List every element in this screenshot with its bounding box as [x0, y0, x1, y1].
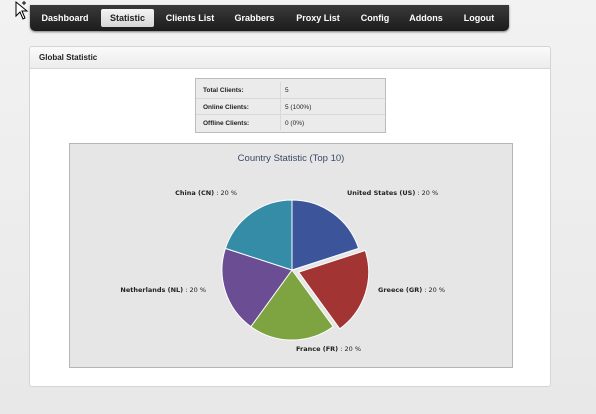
- nav-clients-list[interactable]: Clients List: [165, 13, 215, 23]
- pie-label: Greece (GR) : 20 %: [378, 286, 445, 294]
- pie-chart: United States (US) : 20 % Greece (GR) : 2…: [120, 189, 445, 353]
- chart-title: Country Statistic (Top 10): [237, 153, 345, 164]
- panel-title: Global Statistic: [30, 47, 550, 69]
- pie-label: Netherlands (NL) : 20 %: [120, 286, 206, 294]
- stat-label: Offline Clients:: [203, 120, 250, 127]
- nav-dashboard[interactable]: Dashboard: [41, 13, 89, 23]
- pie-label: France (FR) : 20 %: [296, 345, 361, 353]
- stat-row-total: Total Clients: 5: [196, 82, 385, 98]
- country-statistic-chart: Country Statistic (Top 10) United States…: [69, 143, 513, 368]
- stat-label: Total Clients:: [203, 87, 244, 94]
- stat-value: 5: [285, 87, 289, 94]
- pie-label: United States (US) : 20 %: [347, 189, 438, 197]
- stat-label: Online Clients:: [203, 104, 249, 111]
- pie-slice-france-fr[interactable]: [250, 269, 334, 341]
- nav-config[interactable]: Config: [360, 13, 390, 23]
- pie-slice-united-states-us[interactable]: [291, 199, 360, 271]
- mouse-cursor-icon: [15, 0, 29, 20]
- stat-row-offline: Offline Clients: 0 (0%): [196, 114, 385, 130]
- pie-label: China (CN) : 20 %: [175, 189, 237, 197]
- nav-addons[interactable]: Addons: [409, 13, 443, 23]
- pie-slice-china-cn[interactable]: [224, 199, 293, 271]
- nav-proxy-list[interactable]: Proxy List: [296, 13, 340, 23]
- stat-row-online: Online Clients: 5 (100%): [196, 98, 385, 114]
- stat-value: 0 (0%): [285, 120, 305, 127]
- client-stats-table: Total Clients: 5 Online Clients: 5 (100%…: [195, 78, 386, 133]
- top-navigation: Dashboard Statistic Clients List Grabber…: [30, 5, 509, 31]
- nav-statistic[interactable]: Statistic: [101, 9, 154, 27]
- global-statistic-panel: Global Statistic Total Clients: 5 Online…: [29, 46, 551, 387]
- pie-slice-greece-gr[interactable]: [297, 249, 370, 330]
- nav-grabbers[interactable]: Grabbers: [234, 13, 275, 23]
- pie-slice-netherlands-nl[interactable]: [221, 247, 293, 328]
- nav-logout[interactable]: Logout: [463, 13, 495, 23]
- stat-value: 5 (100%): [285, 104, 312, 111]
